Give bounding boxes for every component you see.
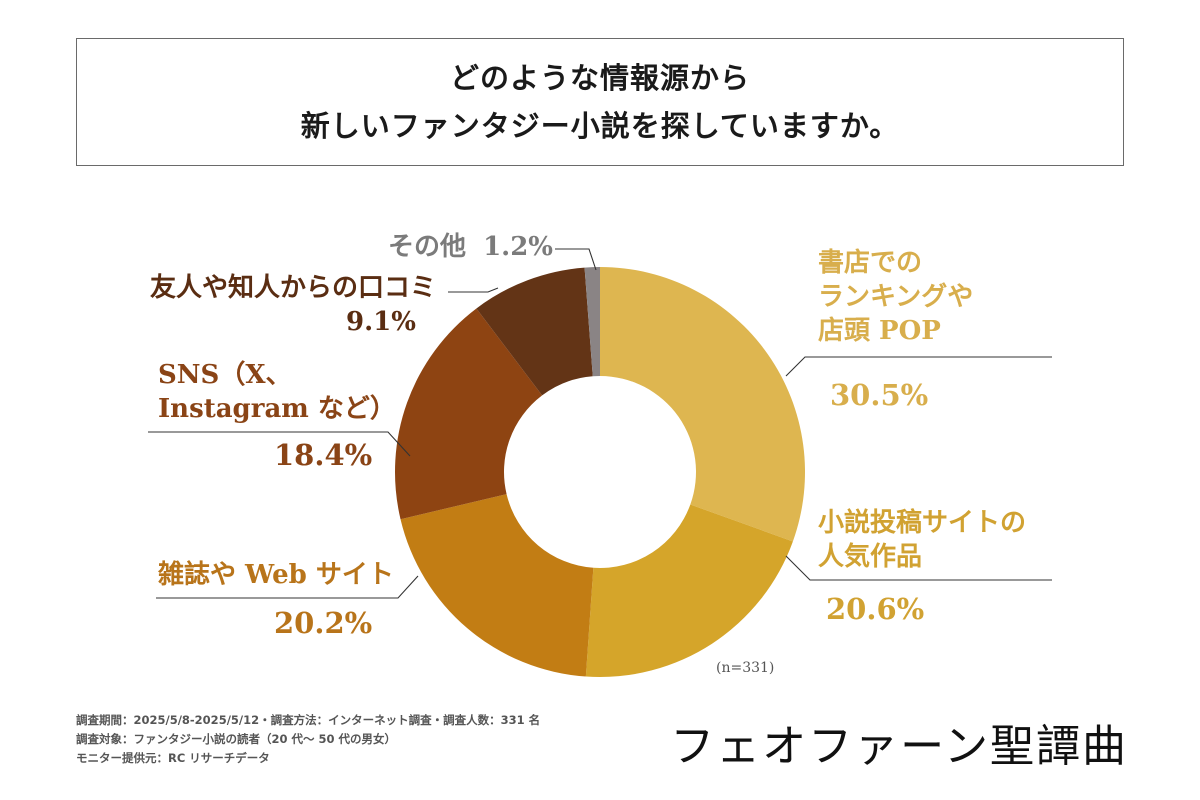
title-line-2: 新しいファンタジー小説を探していますか。	[300, 109, 900, 143]
label-novel-site-name-2: 人気作品	[818, 542, 923, 572]
label-other-value: 1.2%	[483, 232, 554, 262]
slice-magazine	[400, 494, 594, 677]
label-bookstore-value: 30.5%	[830, 378, 929, 412]
leader-line-word-of-mouth	[448, 287, 499, 293]
slice-bookstore	[600, 267, 805, 542]
label-other: その他 1.2%	[388, 230, 553, 264]
label-sns: SNS（X、 Instagram など） 18.4%	[158, 358, 396, 474]
label-magazine-value: 20.2%	[274, 606, 373, 640]
label-bookstore-name-3: 店頭 POP	[818, 316, 941, 346]
label-novel-site-name-1: 小説投稿サイトの	[818, 508, 1027, 538]
label-word-of-mouth-value: 9.1%	[346, 307, 416, 337]
footnote-period: 調査期間：2025/5/8-2025/5/12・調査方法：インターネット調査・調…	[76, 713, 541, 727]
survey-footnotes: 調査期間：2025/5/8-2025/5/12・調査方法：インターネット調査・調…	[76, 711, 540, 768]
label-other-name: その他	[388, 232, 467, 262]
label-sns-value: 18.4%	[274, 438, 373, 472]
brand-logo-text: フェオファーン聖譚曲	[670, 721, 1128, 772]
label-word-of-mouth-name-1: 友人や知人からの口コミ	[150, 273, 437, 303]
leader-line-other	[555, 248, 597, 271]
leader-line-sns	[148, 431, 411, 457]
label-magazine-name-1: 雑誌や Web サイト	[158, 560, 394, 590]
footnote-provider: モニター提供元：RC リサーチデータ	[76, 751, 270, 765]
label-other-name-1: その他 1.2%	[388, 230, 553, 264]
sample-size-note: (n=331)	[716, 660, 775, 676]
leader-line-magazine	[156, 575, 419, 599]
label-bookstore-name-1: 書店での	[818, 248, 923, 278]
label-magazine: 雑誌や Web サイト 20.2%	[158, 558, 394, 642]
leader-line-novel-site	[785, 555, 1052, 581]
label-sns-name-1: SNS（X、	[158, 360, 292, 390]
slice-other	[584, 267, 600, 377]
footnote-target: 調査対象：ファンタジー小説の読者（20 代〜 50 代の男女）	[76, 732, 397, 746]
label-novel-site-value: 20.6%	[826, 592, 925, 626]
leader-line-bookstore	[785, 356, 1052, 377]
slice-sns	[394, 308, 543, 520]
label-novel-site: 小説投稿サイトの 人気作品 20.6%	[818, 506, 1026, 628]
slice-word-of-mouth	[476, 267, 593, 396]
label-word-of-mouth: 友人や知人からの口コミ 9.1%	[150, 271, 436, 339]
label-bookstore: 書店での ランキングや 店頭 POP 30.5%	[818, 246, 973, 414]
title-box: どのような情報源から 新しいファンタジー小説を探していますか。	[76, 38, 1124, 166]
label-bookstore-name-2: ランキングや	[818, 282, 974, 312]
label-sns-name-2: Instagram など）	[158, 394, 396, 424]
title-line-1: どのような情報源から	[449, 61, 750, 95]
slice-novel-site	[585, 504, 793, 677]
